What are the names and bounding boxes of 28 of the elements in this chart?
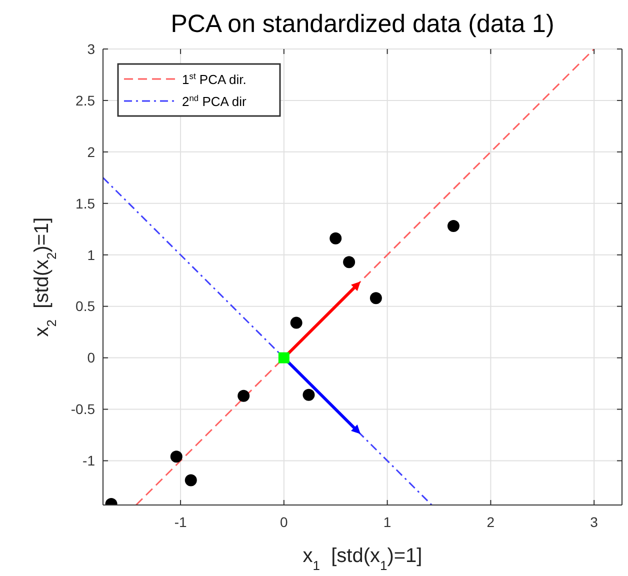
y-tick-label: -0.5: [70, 401, 96, 418]
x-tick-label: 2: [486, 514, 495, 530]
x-tick-label: 3: [590, 514, 598, 530]
point: [290, 316, 302, 329]
y-tick-label: 0.5: [76, 298, 96, 314]
point: [278, 352, 290, 364]
x-tick-label: 0: [280, 514, 288, 530]
chart-title: PCA on standardized data (data 1): [170, 10, 554, 38]
point: [302, 388, 315, 401]
legend-label: 1$^{st}$ PCA dir.: [182, 71, 246, 87]
y-tick-label: 1.5: [76, 195, 96, 212]
y-tick-label: 3: [87, 40, 96, 57]
legend-label: 2$^{nd}$ PCA dir: [182, 93, 247, 109]
point: [447, 220, 460, 232]
y-tick-label: 0: [87, 350, 96, 366]
y-tick-label: 1: [87, 246, 96, 263]
y-tick-label: 2: [87, 144, 96, 160]
point: [330, 232, 342, 244]
x-tick-label: -1: [174, 514, 187, 530]
x-tick-label: 1: [383, 514, 392, 530]
y-tick-label: 2.5: [76, 92, 96, 108]
point: [370, 292, 382, 304]
x-axis-title: x$_{1}$ [std(x$_{1}$)=1]: [302, 545, 422, 572]
point: [170, 450, 182, 463]
point: [343, 256, 356, 268]
point: [238, 390, 250, 402]
y-tick-label: -1: [82, 452, 96, 469]
point: [184, 474, 197, 486]
